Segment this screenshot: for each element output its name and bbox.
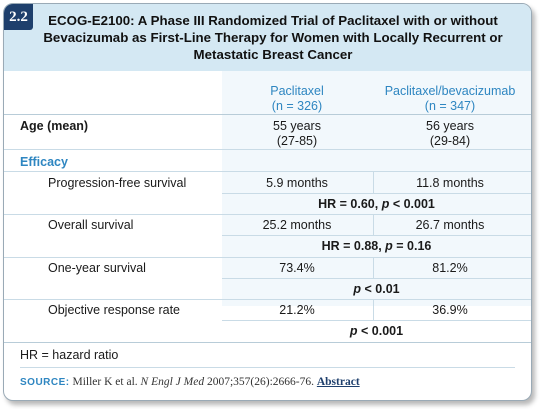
row-value-col1: 73.4% xyxy=(279,261,315,275)
source-authors: Miller K et al. xyxy=(72,376,138,388)
row-stat-pfs: HR = 0.60, p < 0.001 xyxy=(318,197,435,211)
column-n: (n = 326) xyxy=(271,99,323,113)
source-citation: SOURCE: Miller K et al. N Engl J Med 200… xyxy=(20,376,360,388)
row-divider xyxy=(4,214,531,215)
source-label: SOURCE: xyxy=(20,377,70,388)
column-n: (n = 347) xyxy=(424,99,476,113)
row-stat-orr: p < 0.001 xyxy=(349,324,404,338)
row-divider xyxy=(4,257,531,258)
title-band xyxy=(4,4,531,71)
column-name: Paclitaxel/bevacizumab xyxy=(384,84,516,98)
table-title: ECOG-E2100: A Phase III Randomized Trial… xyxy=(43,13,503,62)
row-stat-os: HR = 0.88, p = 0.16 xyxy=(321,239,432,253)
col-divider xyxy=(373,257,374,278)
cell-divider xyxy=(222,235,531,236)
table-bottom-divider xyxy=(4,342,531,343)
row-label-pfs: Progression-free survival xyxy=(48,176,187,190)
footnote: HR = hazard ratio xyxy=(20,348,119,362)
header-divider xyxy=(4,114,531,115)
trial-table-card: 2.2 ECOG-E2100: A Phase III Randomized T… xyxy=(3,3,532,401)
column-header-paclitaxel-bevacizumab: Paclitaxel/bevacizumab (n = 347) xyxy=(375,84,525,114)
table-number-badge: 2.2 xyxy=(4,4,33,30)
source-reference: 2007;357(26):2666-76. xyxy=(206,376,314,388)
cell-divider xyxy=(222,278,531,279)
cell-divider xyxy=(222,320,531,321)
data-columns-background xyxy=(222,71,531,306)
efficacy-section-label: Efficacy xyxy=(20,155,68,169)
cell-divider xyxy=(222,193,531,194)
row-divider xyxy=(4,299,531,300)
column-name: Paclitaxel xyxy=(270,84,324,98)
row-divider xyxy=(4,149,531,150)
row-label-os: Overall survival xyxy=(48,218,134,232)
row-stat-one-year: p < 0.01 xyxy=(353,282,400,296)
row-value-col2: 36.9% xyxy=(432,303,468,317)
col-divider xyxy=(373,171,374,193)
age-value: 56 years xyxy=(426,119,474,133)
col-divider xyxy=(373,214,374,235)
age-range: (29-84) xyxy=(429,134,471,148)
row-value-col1: 21.2% xyxy=(279,303,315,317)
age-label: Age (mean) xyxy=(20,119,89,133)
source-journal: N Engl J Med xyxy=(140,376,205,388)
age-col2: 56 years (29-84) xyxy=(375,119,525,149)
source-divider xyxy=(20,367,515,368)
row-value-col2: 26.7 months xyxy=(415,218,485,232)
row-value-col1: 5.9 months xyxy=(266,176,328,190)
age-value: 55 years xyxy=(273,119,321,133)
row-value-col2: 81.2% xyxy=(432,261,468,275)
row-value-col2: 11.8 months xyxy=(416,176,484,190)
col-divider xyxy=(373,299,374,320)
age-col1: 55 years (27-85) xyxy=(222,119,372,149)
column-header-paclitaxel: Paclitaxel (n = 326) xyxy=(222,84,372,114)
abstract-link[interactable]: Abstract xyxy=(316,376,360,388)
row-label-one-year: One-year survival xyxy=(48,261,146,275)
age-range: (27-85) xyxy=(276,134,318,148)
row-label-orr: Objective response rate xyxy=(48,303,181,317)
row-value-col1: 25.2 months xyxy=(262,218,332,232)
row-divider xyxy=(4,171,531,172)
